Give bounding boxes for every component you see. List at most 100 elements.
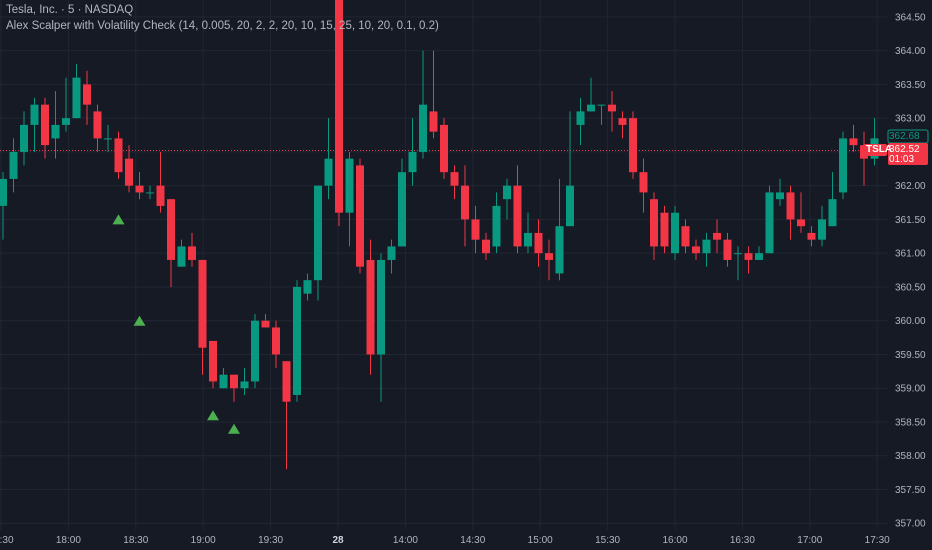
candle[interactable] xyxy=(555,178,564,281)
candle[interactable] xyxy=(786,185,795,240)
candle[interactable] xyxy=(440,118,448,179)
candle[interactable] xyxy=(83,70,91,125)
candle[interactable] xyxy=(492,192,501,254)
candle[interactable] xyxy=(366,239,375,375)
candle[interactable] xyxy=(93,104,102,152)
candle[interactable] xyxy=(387,239,396,274)
time-tick-label: 16:30 xyxy=(730,535,755,546)
candle[interactable] xyxy=(177,239,186,267)
candle-body xyxy=(618,118,627,125)
candle[interactable] xyxy=(765,185,774,254)
price-tick-label: 357.00 xyxy=(895,519,926,530)
candle[interactable] xyxy=(639,158,648,213)
candle[interactable] xyxy=(597,104,606,125)
candle[interactable] xyxy=(702,232,711,267)
candle[interactable] xyxy=(398,158,406,247)
candle[interactable] xyxy=(114,131,123,179)
candle[interactable] xyxy=(20,111,28,166)
candle[interactable] xyxy=(62,77,70,132)
candle[interactable] xyxy=(282,361,291,470)
candle-body xyxy=(345,158,354,213)
time-tick-label: 19:00 xyxy=(191,535,216,546)
candle[interactable] xyxy=(419,50,427,159)
candle[interactable] xyxy=(828,172,837,227)
candle[interactable] xyxy=(240,367,249,395)
candle[interactable] xyxy=(618,111,627,139)
candle[interactable] xyxy=(839,131,847,200)
candle[interactable] xyxy=(188,232,196,267)
candle[interactable] xyxy=(671,205,679,260)
candle[interactable] xyxy=(482,232,490,260)
candle-body xyxy=(576,111,585,125)
candle[interactable] xyxy=(272,320,280,368)
candle[interactable] xyxy=(681,219,690,254)
candle[interactable] xyxy=(377,253,385,402)
candle[interactable] xyxy=(9,138,18,193)
candle[interactable] xyxy=(849,124,858,152)
candle[interactable] xyxy=(261,313,270,328)
candle[interactable] xyxy=(713,219,721,254)
candle[interactable] xyxy=(72,64,81,119)
candle[interactable] xyxy=(429,50,438,139)
candle[interactable] xyxy=(251,313,259,389)
candle[interactable] xyxy=(293,280,301,402)
candle[interactable] xyxy=(734,246,742,281)
candle[interactable] xyxy=(30,97,39,152)
candle[interactable] xyxy=(314,185,322,301)
candle[interactable] xyxy=(41,97,49,159)
price-axis[interactable]: 357.00 357.50 358.00 358.50 359.00 359.50 360.… xyxy=(895,12,926,529)
time-axis[interactable]: 17:30 18:00 18:30 19:00 19:30 28 14:00 14:30 15:… xyxy=(0,535,890,546)
candle[interactable] xyxy=(629,111,637,179)
candle[interactable] xyxy=(776,178,784,206)
candle[interactable] xyxy=(461,165,469,247)
candle[interactable] xyxy=(723,232,732,267)
candle[interactable] xyxy=(335,0,343,227)
candle[interactable] xyxy=(692,239,700,260)
candle[interactable] xyxy=(503,178,511,220)
last-price-value: 362.52 xyxy=(889,144,920,155)
candle[interactable] xyxy=(198,259,207,375)
price-tick-label: 362.00 xyxy=(895,181,926,192)
candle[interactable] xyxy=(356,158,364,274)
candle[interactable] xyxy=(744,246,753,274)
buy-signal-triangle xyxy=(112,214,125,225)
candle[interactable] xyxy=(125,145,133,193)
candle[interactable] xyxy=(156,151,165,213)
candle[interactable] xyxy=(576,97,585,146)
candle[interactable] xyxy=(303,273,312,301)
candle[interactable] xyxy=(104,124,112,152)
candle[interactable] xyxy=(566,111,574,227)
candle[interactable] xyxy=(534,219,543,267)
candle[interactable] xyxy=(660,205,669,254)
candle[interactable] xyxy=(807,226,816,247)
candle[interactable] xyxy=(513,165,522,254)
candle-body xyxy=(366,259,375,355)
candle[interactable] xyxy=(135,172,144,200)
candle[interactable] xyxy=(650,192,658,260)
price-tick-label: 359.50 xyxy=(895,350,926,361)
candle[interactable] xyxy=(146,185,154,200)
candle-body xyxy=(566,185,574,227)
candle[interactable] xyxy=(524,212,532,254)
candle-body xyxy=(650,199,658,247)
candle[interactable] xyxy=(818,205,826,247)
candle[interactable] xyxy=(545,239,553,281)
candle[interactable] xyxy=(755,246,763,260)
candle[interactable] xyxy=(209,340,217,389)
candle[interactable] xyxy=(587,77,595,112)
candle[interactable] xyxy=(471,205,480,254)
candle[interactable] xyxy=(230,374,238,402)
candle[interactable] xyxy=(408,118,417,186)
candle[interactable] xyxy=(0,172,7,240)
candle[interactable] xyxy=(167,199,175,287)
candle[interactable] xyxy=(797,192,805,233)
candle[interactable] xyxy=(450,165,459,200)
candle-body xyxy=(786,192,795,220)
candle[interactable] xyxy=(345,151,354,247)
candle[interactable] xyxy=(219,367,228,389)
candle[interactable] xyxy=(608,91,616,132)
candle-body xyxy=(156,185,165,206)
candle[interactable] xyxy=(324,118,333,200)
candle[interactable] xyxy=(51,91,60,159)
